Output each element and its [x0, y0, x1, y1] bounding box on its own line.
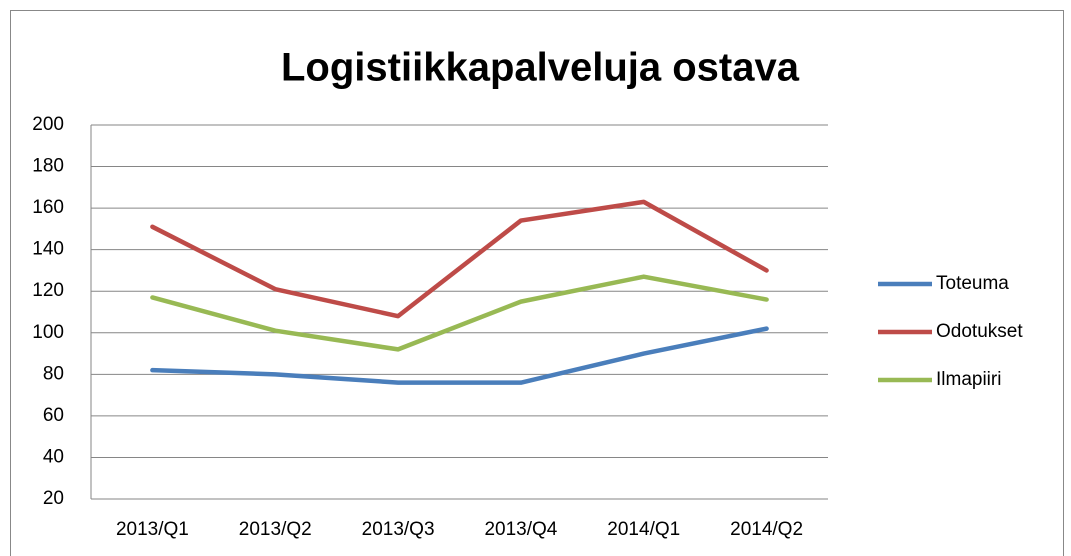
legend-label: Ilmapiiri — [936, 369, 1001, 390]
series-line — [150, 199, 769, 319]
x-tick-label: 2014/Q1 — [607, 519, 680, 540]
y-tick-label: 100 — [32, 322, 64, 343]
y-tick-label: 140 — [32, 239, 64, 260]
y-tick-label: 120 — [32, 280, 64, 301]
x-tick-label: 2014/Q2 — [730, 519, 803, 540]
legend-label: Odotukset — [936, 321, 1023, 342]
y-tick-label: 60 — [43, 405, 64, 426]
series-line — [150, 274, 769, 352]
chart-title: Logistiikkapalveluja ostava — [281, 46, 800, 90]
x-tick-label: 2013/Q4 — [484, 519, 557, 540]
y-tick-label: 200 — [32, 114, 64, 135]
x-tick-label: 2013/Q2 — [239, 519, 312, 540]
x-tick-label: 2013/Q3 — [362, 519, 435, 540]
y-tick-label: 180 — [32, 156, 64, 177]
y-tick-label: 160 — [32, 197, 64, 218]
series-line — [150, 326, 769, 385]
x-tick-label: 2013/Q1 — [116, 519, 189, 540]
y-tick-label: 20 — [43, 488, 64, 509]
legend-label: Toteuma — [936, 273, 1009, 294]
y-tick-label: 80 — [43, 363, 64, 384]
y-tick-label: 40 — [43, 446, 64, 467]
